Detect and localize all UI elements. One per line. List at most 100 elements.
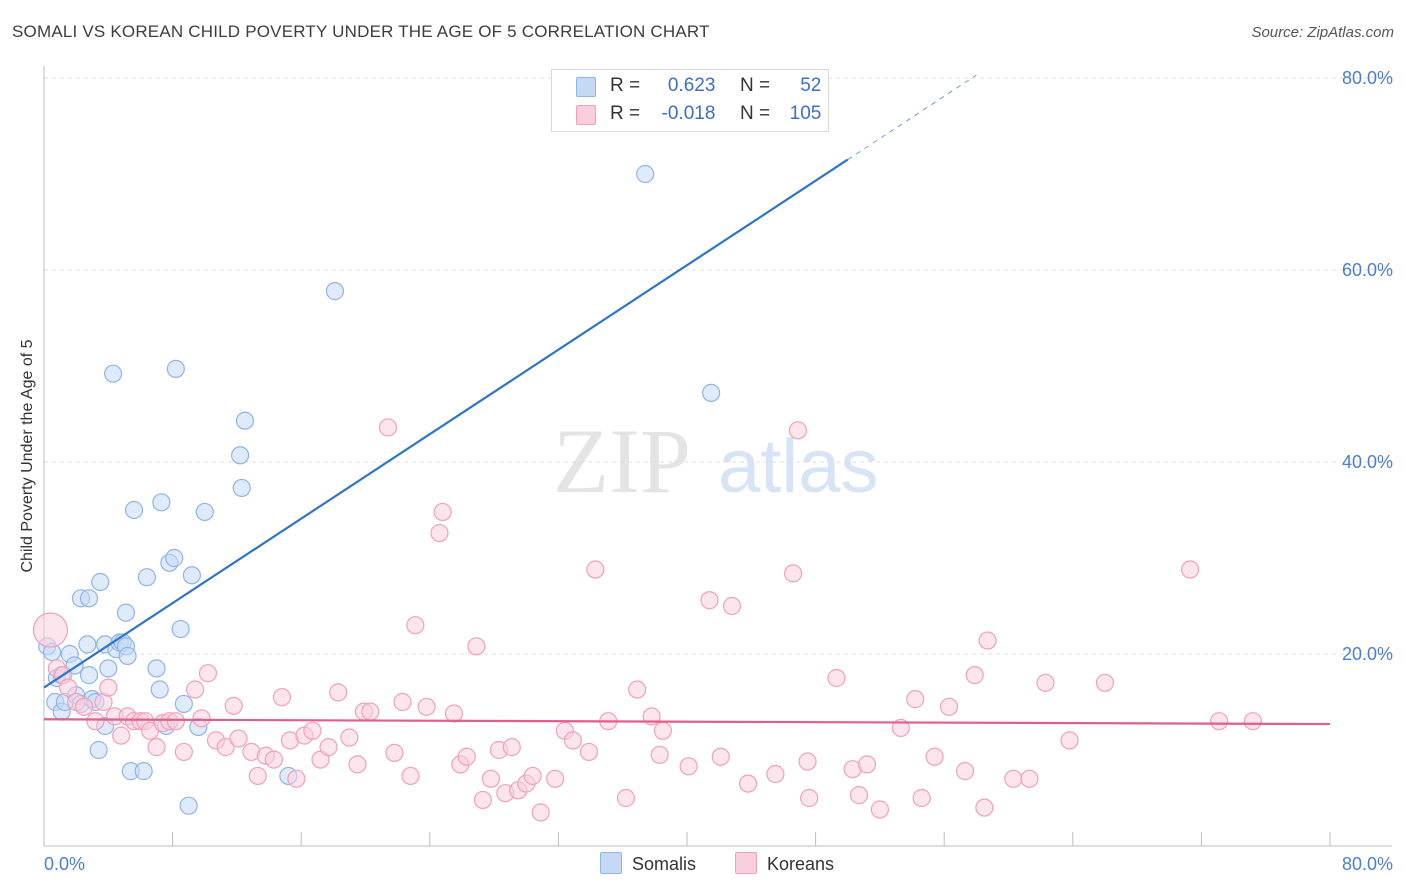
somali-point (124, 500, 144, 520)
korean-point (166, 712, 185, 731)
korean-point (766, 764, 785, 784)
legend-r-label: R = (610, 103, 641, 124)
korean-point (586, 560, 605, 579)
korean-point (75, 697, 94, 716)
somali-point (325, 282, 345, 301)
y-tick-label: 80.0% (1342, 68, 1393, 88)
korean-point (481, 769, 500, 788)
somali-point (79, 589, 99, 608)
somali-point (78, 635, 97, 654)
y-tick-label: 60.0% (1342, 260, 1393, 280)
korean-point (192, 709, 211, 728)
korean-point (59, 678, 78, 697)
korean-point (891, 718, 910, 738)
korean-point (457, 747, 476, 766)
korean-point (401, 766, 420, 786)
somali-point (174, 694, 193, 714)
korean-point (99, 678, 118, 697)
korean-point (955, 762, 975, 781)
axes (43, 66, 1392, 847)
korean-point (229, 729, 248, 748)
korean-point (378, 418, 398, 437)
korean-point (738, 774, 758, 793)
korean-trend-line (43, 718, 1331, 726)
korean-point (348, 755, 367, 774)
korean-point (287, 769, 306, 788)
korean-point (433, 502, 452, 522)
legend-r-value: -0.018 (661, 103, 716, 124)
korean-point (198, 664, 218, 683)
x-tick-label: 80.0% (1342, 854, 1393, 874)
korean-point (216, 738, 235, 757)
korean-point (361, 702, 380, 721)
korean-point (444, 704, 464, 723)
watermark-zip: ZIP (553, 410, 691, 512)
bottom-legend-swatch-koreans (735, 852, 757, 874)
korean-point (978, 631, 997, 650)
somali-point (150, 680, 169, 699)
korean-point (1095, 673, 1115, 692)
korean-point (385, 743, 404, 762)
korean-point (1036, 673, 1055, 692)
bottom-legend-koreans: Koreans (735, 852, 834, 876)
korean-point (174, 742, 193, 762)
somali-point (195, 502, 214, 522)
korean-point (473, 790, 492, 810)
korean-point (628, 680, 647, 699)
watermark: ZIP atlas (553, 410, 879, 512)
korean-point (579, 742, 599, 762)
korean-point (112, 726, 131, 745)
legend-n-label: N = (739, 75, 771, 96)
korean-point (722, 596, 742, 616)
korean-point (849, 786, 869, 805)
korean-point (827, 668, 846, 688)
korean-point (32, 612, 69, 648)
korean-point (912, 788, 931, 808)
y-tick-label: 20.0% (1342, 644, 1393, 664)
bottom-legend-label-somalis: Somalis (632, 854, 697, 874)
somali-point (116, 603, 136, 622)
somali-point (179, 796, 198, 815)
korean-point (329, 683, 348, 702)
chart-source: Source: ZipAtlas.com (1251, 24, 1394, 41)
somali-point (147, 659, 166, 678)
korean-point (86, 712, 105, 731)
korean-point (925, 747, 944, 766)
legend-r-label: R = (610, 75, 641, 96)
somali-point (166, 359, 185, 378)
korean-point (1181, 560, 1200, 579)
x-tick-labels: 0.0% 80.0% (44, 854, 1393, 874)
korean-point (1243, 712, 1262, 731)
bottom-legend-label-koreans: Koreans (767, 854, 835, 874)
somali-point (152, 493, 171, 512)
korean-point (653, 721, 672, 740)
somali-point (134, 762, 153, 781)
somali-point (89, 740, 108, 760)
korean-point (870, 800, 890, 819)
korean-point (224, 696, 243, 715)
somali-point (636, 164, 655, 184)
y-tick-labels: 20.0% 40.0% 60.0% 80.0% (1342, 68, 1393, 664)
korean-point (965, 666, 984, 685)
korean-point (319, 738, 338, 757)
korean-point (906, 690, 925, 709)
legend-n-value: 52 (800, 75, 822, 96)
legend-swatch-somalis (576, 77, 596, 97)
korean-point (939, 697, 959, 716)
korean-point (783, 564, 803, 583)
korean-point (417, 697, 436, 716)
korean-point (303, 721, 322, 740)
korean-point (650, 745, 669, 764)
somali-trend-line (43, 158, 849, 689)
korean-point (531, 803, 550, 822)
korean-point (546, 769, 565, 788)
korean-point (679, 757, 698, 776)
somali-point (99, 659, 118, 678)
korean-point (467, 637, 486, 656)
somali-point (171, 619, 190, 639)
korean-point (430, 523, 449, 543)
korean-point (264, 750, 283, 769)
bottom-legend-swatch-somalis (600, 852, 622, 874)
korean-point (523, 766, 542, 786)
somali-point (137, 568, 156, 587)
